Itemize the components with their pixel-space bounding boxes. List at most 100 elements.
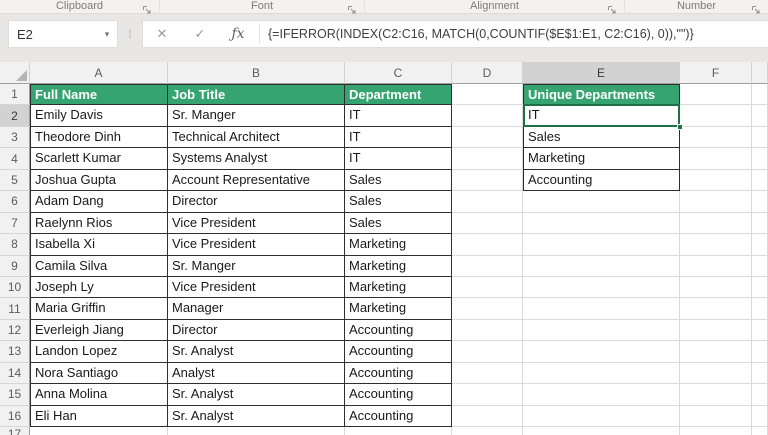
cell-F9[interactable] — [680, 255, 752, 277]
cell-A1[interactable]: Full Name — [30, 84, 168, 106]
cell-partial[interactable] — [752, 427, 768, 435]
cell-partial[interactable] — [30, 427, 168, 435]
cell-D9[interactable] — [452, 255, 523, 277]
cell-C15[interactable]: Accounting — [345, 384, 452, 406]
col-header-partial[interactable] — [752, 62, 768, 84]
cell-F4[interactable] — [680, 148, 752, 170]
cell-A10[interactable]: Joseph Ly — [30, 276, 168, 299]
formula-input[interactable]: {=IFERROR(INDEX(C2:C16, MATCH(0,COUNTIF(… — [268, 27, 694, 41]
cell-B5[interactable]: Account Representative — [168, 169, 345, 192]
cell-D11[interactable] — [452, 298, 523, 320]
cell-E15[interactable] — [523, 384, 680, 406]
cell-C16[interactable]: Accounting — [345, 405, 452, 427]
cell-A6[interactable]: Adam Dang — [30, 191, 168, 213]
cell-G11[interactable] — [752, 298, 768, 320]
cell-E2[interactable]: IT — [523, 104, 683, 130]
cell-B7[interactable]: Vice President — [168, 212, 345, 235]
cell-A2[interactable]: Emily Davis — [30, 105, 168, 127]
cell-B11[interactable]: Manager — [168, 298, 345, 320]
cell-F15[interactable] — [680, 384, 752, 406]
cancel-icon[interactable]: ✕ — [156, 26, 168, 41]
cell-A12[interactable]: Everleigh Jiang — [30, 319, 168, 342]
cell-G5[interactable] — [752, 169, 768, 192]
cell-B9[interactable]: Sr. Manger — [168, 255, 345, 277]
cell-G6[interactable] — [752, 191, 768, 213]
cell-E7[interactable] — [523, 212, 680, 235]
cell-G12[interactable] — [752, 319, 768, 342]
row-header-12[interactable]: 12 — [0, 319, 30, 342]
cell-D2[interactable] — [452, 105, 523, 127]
cell-C4[interactable]: IT — [345, 148, 452, 170]
cell-F5[interactable] — [680, 169, 752, 192]
cell-A11[interactable]: Maria Griffin — [30, 298, 168, 320]
cell-E16[interactable] — [523, 405, 680, 427]
cell-G15[interactable] — [752, 384, 768, 406]
cell-F1[interactable] — [680, 84, 752, 106]
cell-E9[interactable] — [523, 255, 680, 277]
row-header-14[interactable]: 14 — [0, 362, 30, 385]
cell-G8[interactable] — [752, 234, 768, 256]
cell-F11[interactable] — [680, 298, 752, 320]
cell-C12[interactable]: Accounting — [345, 319, 452, 342]
cell-F6[interactable] — [680, 191, 752, 213]
col-header-B[interactable]: B — [168, 62, 345, 84]
row-header-1[interactable]: 1 — [0, 84, 30, 106]
cell-E4[interactable]: Marketing — [523, 148, 680, 170]
cell-C11[interactable]: Marketing — [345, 298, 452, 320]
cell-B10[interactable]: Vice President — [168, 276, 345, 299]
cell-partial[interactable] — [168, 427, 345, 435]
cell-partial[interactable] — [345, 427, 452, 435]
cell-F12[interactable] — [680, 319, 752, 342]
cell-E11[interactable] — [523, 298, 680, 320]
cell-E1[interactable]: Unique Departments — [523, 84, 680, 106]
cell-G4[interactable] — [752, 148, 768, 170]
cell-F3[interactable] — [680, 126, 752, 149]
cell-D13[interactable] — [452, 341, 523, 363]
cell-C1[interactable]: Department — [345, 84, 452, 106]
cell-E8[interactable] — [523, 234, 680, 256]
name-box-dropdown-icon[interactable]: ▾ — [104, 28, 110, 39]
cell-A5[interactable]: Joshua Gupta — [30, 169, 168, 192]
row-header-2[interactable]: 2 — [0, 105, 30, 127]
dialog-launcher-icon[interactable] — [751, 2, 761, 14]
cell-D8[interactable] — [452, 234, 523, 256]
cell-E6[interactable] — [523, 191, 680, 213]
row-header-8[interactable]: 8 — [0, 234, 30, 256]
row-header-10[interactable]: 10 — [0, 276, 30, 299]
cell-B6[interactable]: Director — [168, 191, 345, 213]
cell-F8[interactable] — [680, 234, 752, 256]
cell-B16[interactable]: Sr. Analyst — [168, 405, 345, 427]
cell-G10[interactable] — [752, 276, 768, 299]
cell-B8[interactable]: Vice President — [168, 234, 345, 256]
cell-A3[interactable]: Theodore Dinh — [30, 126, 168, 149]
dialog-launcher-icon[interactable] — [142, 2, 152, 14]
cell-B3[interactable]: Technical Architect — [168, 126, 345, 149]
cell-C9[interactable]: Marketing — [345, 255, 452, 277]
cell-D3[interactable] — [452, 126, 523, 149]
cell-G14[interactable] — [752, 362, 768, 385]
cell-C13[interactable]: Accounting — [345, 341, 452, 363]
row-header-3[interactable]: 3 — [0, 126, 30, 149]
cell-B12[interactable]: Director — [168, 319, 345, 342]
cell-G16[interactable] — [752, 405, 768, 427]
cell-C3[interactable]: IT — [345, 126, 452, 149]
cell-G13[interactable] — [752, 341, 768, 363]
cell-D5[interactable] — [452, 169, 523, 192]
col-header-E[interactable]: E — [523, 62, 680, 84]
cell-C5[interactable]: Sales — [345, 169, 452, 192]
cell-E12[interactable] — [523, 319, 680, 342]
cell-A8[interactable]: Isabella Xi — [30, 234, 168, 256]
name-box-value[interactable]: E2 — [17, 26, 33, 42]
fill-handle[interactable] — [677, 123, 683, 130]
col-header-C[interactable]: C — [345, 62, 452, 84]
row-header-7[interactable]: 7 — [0, 212, 30, 235]
cell-G1[interactable] — [752, 84, 768, 106]
cell-C2[interactable]: IT — [345, 105, 452, 127]
cell-B2[interactable]: Sr. Manger — [168, 105, 345, 127]
cell-partial[interactable] — [680, 427, 752, 435]
cell-E14[interactable] — [523, 362, 680, 385]
cell-D14[interactable] — [452, 362, 523, 385]
row-header-9[interactable]: 9 — [0, 255, 30, 277]
row-header-5[interactable]: 5 — [0, 169, 30, 192]
cell-D1[interactable] — [452, 84, 523, 106]
